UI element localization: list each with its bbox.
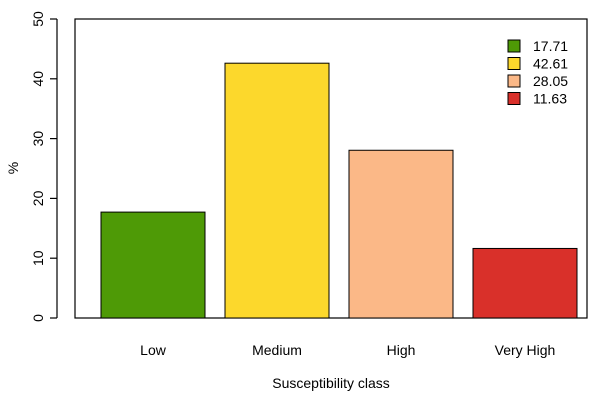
bar [100, 211, 206, 319]
legend-label: 11.63 [533, 91, 567, 107]
bar [348, 149, 454, 319]
legend-label: 17.71 [533, 38, 568, 54]
x-tick-label: Medium [252, 342, 302, 358]
bars [100, 62, 578, 319]
legend-label: 42.61 [533, 56, 568, 72]
x-axis-label: Susceptibility class [272, 375, 390, 391]
legend-swatch [507, 92, 521, 105]
legend-swatch [507, 57, 521, 70]
y-tick-label: 10 [30, 250, 46, 266]
legend-label: 28.05 [533, 73, 568, 89]
y-axis: 0 10 20 30 40 50 [30, 11, 58, 322]
y-axis-label: % [5, 162, 21, 174]
x-tick-label: Very High [495, 342, 556, 358]
legend-swatch [507, 39, 521, 53]
x-tick-labels: Low Medium High Very High [140, 342, 555, 358]
x-tick-label: High [387, 342, 416, 358]
y-tick-label: 0 [30, 314, 46, 322]
bar [224, 62, 330, 319]
bar [472, 247, 578, 319]
y-tick-label: 30 [30, 131, 46, 147]
y-tick-label: 40 [30, 71, 46, 87]
legend-swatch [507, 74, 521, 88]
y-tick-label: 50 [30, 11, 46, 27]
x-tick-label: Low [140, 342, 167, 358]
y-tick-label: 20 [30, 190, 46, 206]
plot-frame [74, 18, 588, 319]
